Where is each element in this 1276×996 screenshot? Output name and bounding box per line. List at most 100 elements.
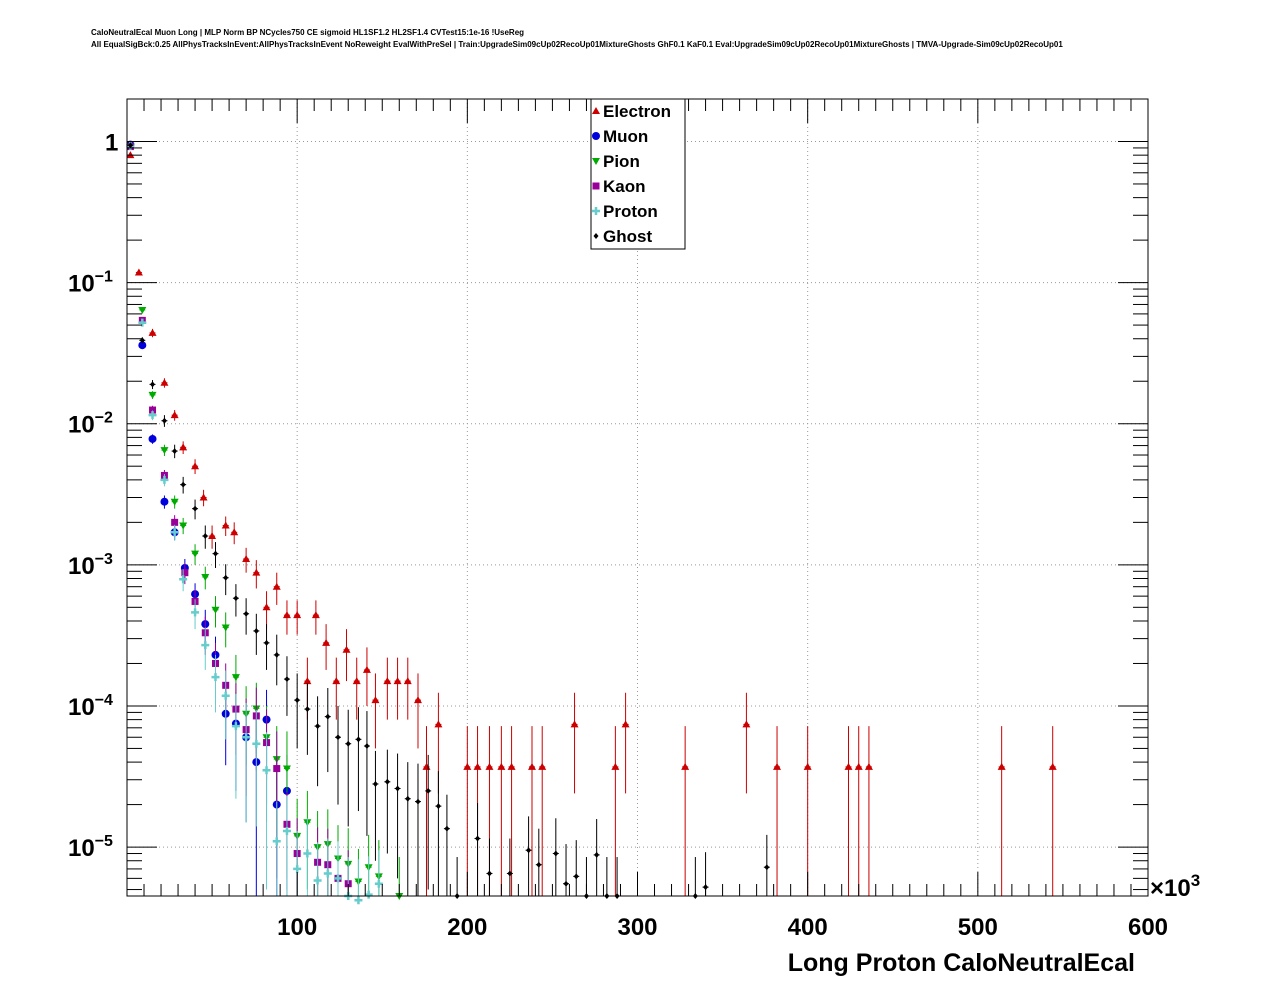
data-point bbox=[231, 722, 240, 731]
data-point bbox=[211, 606, 220, 614]
x-tick-label: 100 bbox=[277, 914, 317, 941]
data-point bbox=[742, 720, 751, 728]
data-point bbox=[355, 736, 361, 743]
data-point bbox=[272, 837, 281, 846]
data-point bbox=[323, 869, 332, 878]
data-point bbox=[313, 876, 322, 885]
data-point bbox=[395, 785, 401, 792]
y-tick-label: 10−3 bbox=[68, 551, 113, 580]
data-point bbox=[403, 677, 412, 685]
data-point bbox=[434, 720, 443, 728]
data-point bbox=[485, 762, 494, 770]
data-point bbox=[803, 762, 812, 770]
data-point bbox=[435, 803, 441, 810]
data-point bbox=[201, 573, 210, 581]
x-tick-label: 400 bbox=[788, 914, 828, 941]
data-point bbox=[149, 406, 157, 414]
data-point bbox=[342, 645, 351, 653]
data-point bbox=[325, 713, 331, 720]
data-point bbox=[179, 443, 188, 451]
data-point bbox=[364, 743, 370, 750]
data-point bbox=[231, 674, 240, 682]
legend-box bbox=[590, 98, 686, 250]
data-point bbox=[444, 825, 450, 832]
legend-marker bbox=[592, 107, 600, 114]
data-point bbox=[208, 532, 217, 540]
data-point bbox=[172, 448, 178, 455]
data-point bbox=[134, 268, 143, 276]
x-tick-label: 300 bbox=[617, 914, 657, 941]
data-point bbox=[199, 493, 208, 501]
series-pion bbox=[126, 142, 404, 900]
data-point bbox=[282, 826, 291, 835]
data-point bbox=[192, 505, 198, 512]
data-point bbox=[253, 627, 259, 634]
y-tick-label: 1 bbox=[105, 129, 118, 156]
x-axis-multiplier: ×103 bbox=[1150, 871, 1200, 902]
data-point bbox=[191, 462, 200, 470]
data-point bbox=[303, 849, 312, 858]
data-point bbox=[170, 411, 179, 419]
data-point bbox=[243, 610, 249, 617]
data-point bbox=[764, 864, 770, 871]
data-point bbox=[332, 677, 341, 685]
data-point bbox=[262, 603, 271, 611]
data-point bbox=[148, 411, 157, 420]
data-point bbox=[233, 595, 239, 602]
data-point bbox=[284, 676, 290, 683]
data-point bbox=[553, 850, 559, 857]
data-point bbox=[252, 739, 261, 748]
data-point bbox=[138, 341, 147, 350]
data-point bbox=[160, 378, 169, 386]
data-point bbox=[138, 306, 147, 314]
data-point bbox=[1048, 762, 1057, 770]
data-point bbox=[170, 528, 179, 537]
data-point bbox=[497, 762, 506, 770]
data-point bbox=[150, 381, 156, 388]
legend-label: Electron bbox=[603, 102, 671, 121]
data-point bbox=[475, 835, 481, 842]
legend-marker bbox=[592, 207, 600, 215]
y-tick-label: 10−2 bbox=[68, 410, 113, 439]
data-point bbox=[148, 391, 157, 399]
data-point bbox=[293, 864, 302, 873]
data-point bbox=[294, 697, 300, 704]
data-point bbox=[127, 142, 133, 149]
data-point bbox=[315, 723, 321, 730]
data-point bbox=[171, 518, 179, 526]
data-point bbox=[223, 574, 229, 581]
data-point bbox=[252, 568, 261, 576]
x-axis-title: Long Proton CaloNeutralEcal bbox=[788, 949, 1135, 977]
series-ghost bbox=[127, 142, 770, 899]
data-point bbox=[322, 638, 331, 646]
data-point bbox=[179, 575, 188, 584]
data-point bbox=[170, 498, 179, 506]
data-point bbox=[681, 762, 690, 770]
data-point bbox=[374, 879, 383, 888]
data-point bbox=[527, 762, 536, 770]
data-point bbox=[854, 762, 863, 770]
data-point bbox=[393, 677, 402, 685]
data-point bbox=[274, 651, 280, 658]
data-point bbox=[463, 762, 472, 770]
chart-title-line1: CaloNeutralEcal Muon Long | MLP Norm BP … bbox=[91, 28, 525, 37]
legend-label: Proton bbox=[603, 202, 658, 221]
data-point bbox=[242, 554, 251, 562]
data-series bbox=[126, 140, 1057, 905]
legend-label: Muon bbox=[603, 127, 648, 146]
data-point bbox=[345, 740, 351, 747]
series-electron bbox=[126, 151, 1057, 896]
data-point bbox=[191, 550, 200, 558]
data-point bbox=[334, 874, 343, 883]
axes: 100 200 300 400 500 600 1 10−1 10−2 10−3 10−4 10−5 bbox=[68, 98, 1168, 941]
data-point bbox=[335, 734, 341, 741]
data-point bbox=[383, 677, 392, 685]
data-point bbox=[594, 851, 600, 858]
data-point bbox=[405, 795, 411, 802]
data-point bbox=[303, 677, 312, 685]
data-point bbox=[161, 417, 167, 424]
data-point bbox=[282, 765, 291, 773]
data-point bbox=[997, 762, 1006, 770]
data-point bbox=[536, 861, 542, 868]
